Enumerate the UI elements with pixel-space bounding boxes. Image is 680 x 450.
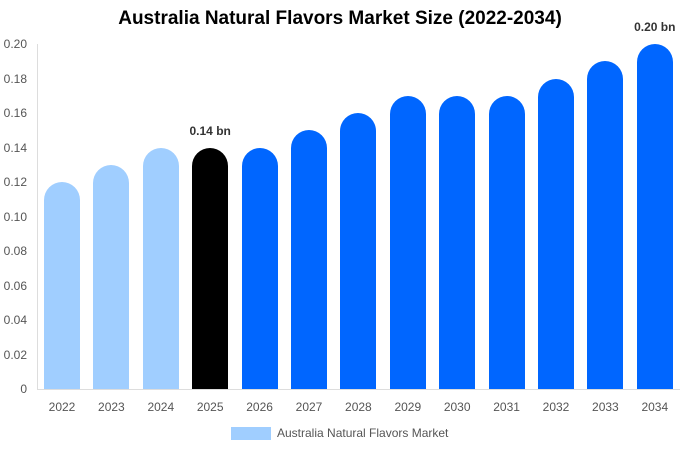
bar-2030[interactable]	[439, 95, 476, 389]
y-tick-label: 0	[20, 382, 27, 396]
bar-2029[interactable]	[389, 95, 426, 389]
y-tick-label: 0.20	[3, 37, 27, 51]
y-tick-label: 0.02	[3, 347, 27, 362]
y-tick-label: 0.14	[3, 140, 27, 155]
bar-2031[interactable]	[488, 95, 525, 389]
bar-2028[interactable]	[340, 113, 377, 389]
x-tick-label: 2022	[48, 400, 76, 414]
bar-2023[interactable]	[93, 164, 130, 389]
bar-2034[interactable]	[636, 44, 673, 389]
y-tick-label: 0.08	[3, 244, 27, 258]
y-tick-label: 0.10	[3, 209, 27, 224]
x-tick-label: 2027	[295, 400, 323, 414]
x-tick-label: 2023	[98, 400, 125, 414]
x-tick-label: 2034	[641, 400, 669, 414]
x-tick-label: 2024	[147, 400, 175, 414]
y-tick-label: 0.04	[3, 313, 27, 327]
x-tick-label: 2031	[493, 400, 520, 414]
bar-2024[interactable]	[142, 147, 179, 389]
x-tick-label: 2032	[542, 400, 570, 414]
bar-2032[interactable]	[538, 78, 574, 389]
x-tick-label: 2026	[246, 400, 273, 414]
bar-2027[interactable]	[291, 130, 327, 389]
legend-swatch	[231, 426, 271, 440]
y-tick-label: 0.06	[3, 278, 27, 293]
x-tick-label: 2025	[196, 400, 224, 414]
y-axis-line	[37, 44, 38, 390]
data-label: 0.14 bn	[189, 123, 231, 138]
data-label: 0.20 bn	[634, 20, 676, 34]
y-tick-label: 0.16	[3, 106, 27, 120]
legend: Australia Natural Flavors Market	[231, 426, 448, 440]
chart-title: Australia Natural Flavors Market Size (2…	[118, 8, 562, 29]
bar-2025[interactable]	[192, 147, 229, 389]
x-tick-label: 2030	[443, 400, 471, 414]
x-tick-label: 2029	[394, 400, 422, 414]
legend-label: Australia Natural Flavors Market	[277, 426, 449, 440]
y-tick-label: 0.12	[3, 175, 27, 189]
x-tick-label: 2028	[345, 400, 372, 414]
x-axis-line	[37, 389, 680, 390]
bar-2022[interactable]	[44, 182, 80, 389]
bar-2026[interactable]	[241, 147, 278, 389]
x-tick-label: 2033	[592, 400, 619, 414]
bar-2033[interactable]	[587, 61, 624, 389]
y-tick-label: 0.18	[3, 71, 27, 86]
